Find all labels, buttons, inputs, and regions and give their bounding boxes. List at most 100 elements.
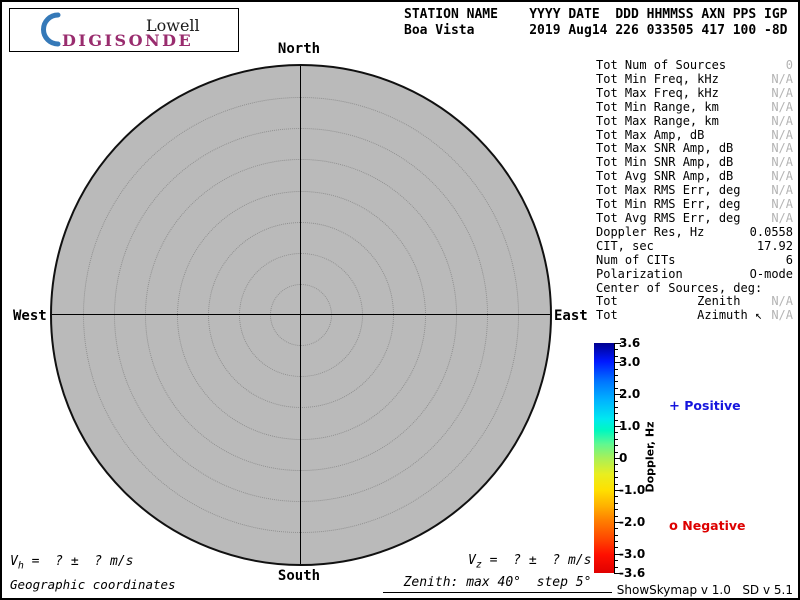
colorbar-minor-tick [614,541,618,542]
stats-value: N/A [771,308,793,323]
stats-label: Tot Max RMS Err, deg [596,183,741,198]
stats-value: 0.0558 [749,224,793,239]
colorbar-minor-tick [614,445,618,446]
stats-value: N/A [771,99,793,114]
stats-value: N/A [771,183,793,198]
colorbar-tick-label: 1.0 [619,419,641,433]
colorbar-minor-tick [614,503,618,504]
colorbar-minor-tick [614,560,618,561]
vz-value: = ? ± ? m/s [481,553,592,568]
colorbar [594,343,615,573]
colorbar-major-tick [614,343,621,344]
colorbar-minor-tick [614,535,618,536]
colorbar-major-tick [614,554,621,555]
header-values: Boa Vista 2019 Aug14 226 033505 417 100 … [404,23,788,38]
digisonde-logo: Lowell DIGISONDE [9,8,239,52]
colorbar-tick-label: -1.0 [619,483,646,497]
stats-value: N/A [771,294,793,309]
stats-row: Tot Min Freq, kHz N/A [596,71,793,87]
colorbar-tick-label: -3.6 [619,566,646,580]
logo-crescent-icon [41,12,61,47]
stats-label: Tot Avg SNR Amp, dB [596,169,734,184]
vz-subscript: z [475,559,482,571]
stats-value: 17.92 [756,238,793,253]
colorbar-major-tick [614,522,621,523]
stats-row: Center of Sources, deg: [596,280,793,296]
colorbar-tick-label: -3.0 [619,547,646,561]
stats-label: CIT, sec [596,238,654,253]
colorbar-title: Doppler, Hz [643,421,657,493]
colorbar-tick-label: -2.0 [619,515,646,529]
stats-label: Tot Min RMS Err, deg [596,197,741,212]
north-south-axis [300,66,301,564]
stats-label: Tot Avg RMS Err, deg [596,210,741,225]
zenith-ring-20deg [176,190,426,440]
label-north: North [277,41,321,57]
label-south: South [277,568,321,584]
stats-value: N/A [771,113,793,128]
colorbar-minor-tick [614,401,618,402]
stats-row: Tot Max RMS Err, deg N/A [596,183,793,198]
colorbar-minor-tick [614,388,618,389]
colorbar-minor-tick [614,375,618,376]
plus-marker-icon: + [669,399,680,414]
stats-label: Tot Max Freq, kHz [596,85,719,100]
stats-row: Tot Min Range, km N/A [596,99,793,115]
colorbar-minor-tick [614,464,618,465]
colorbar-minor-tick [614,471,618,472]
stats-label: Tot Max Amp, dB [596,127,705,142]
colorbar-tick-label: 3.0 [619,355,641,369]
stats-row: Doppler Res, Hz 0.0558 [596,224,793,240]
coordinates-label: Geographic coordinates [10,577,176,592]
version-label: ShowSkymap v 1.0 SD v 5.1 [616,583,793,597]
stats-label: Tot Max SNR Amp, dB [596,141,734,156]
colorbar-major-tick [614,362,621,363]
stats-label: Tot Max Range, km [596,113,719,128]
colorbar-minor-tick [614,547,618,548]
vh-subscript: h [17,560,24,572]
stats-row: Tot Max Range, km N/A [596,113,793,129]
label-west: West [13,308,47,324]
vh-value: = ? ± ? m/s [23,554,134,569]
stats-label: Doppler Res, Hz [596,224,705,239]
stats-label: Center of Sources, deg: [596,280,763,295]
stats-row: Tot Min RMS Err, deg N/A [596,197,793,212]
zenith-range-note: Zenith: max 40° step 5° [383,575,612,593]
stats-label: Tot Azimuth ↖ [596,308,763,323]
stats-row: Tot Max SNR Amp, dB N/A [596,142,793,156]
colorbar-minor-tick [614,484,618,485]
colorbar-minor-tick [614,369,618,370]
zenith-ring-30deg [114,128,488,502]
stats-label: Tot Num of Sources [596,58,727,72]
vz-readout: Vz = ? ± ? m/s [468,553,591,571]
colorbar-minor-tick [614,452,618,453]
colorbar-major-tick [614,458,621,459]
stats-label: Num of CITs [596,252,676,267]
colorbar-minor-tick [614,381,618,382]
stats-panel: Tot Num of Sources 0 Tot Min Freq, kHz N/A T… [596,58,793,323]
colorbar-minor-tick [614,477,618,478]
zenith-ring-10deg [238,252,364,378]
colorbar-minor-tick [614,528,618,529]
colorbar-minor-tick [614,407,618,408]
stats-value: N/A [771,197,793,212]
colorbar-minor-tick [614,509,618,510]
stats-row: Tot Num of Sources 0 [596,58,793,73]
colorbar-minor-tick [614,432,618,433]
colorbar-minor-tick [614,349,618,350]
stats-row: Tot Zenith N/A [596,295,793,309]
logo-digisonde-text: DIGISONDE [62,31,194,50]
stats-value: N/A [771,141,793,156]
stats-row: Polarization O-mode [596,267,793,282]
stats-label: Tot Min SNR Amp, dB [596,155,734,170]
legend-negative: o Negative [669,518,746,534]
label-east: East [554,308,588,324]
colorbar-minor-tick [614,439,618,440]
stats-row: Tot Min SNR Amp, dB N/A [596,155,793,170]
logo-lowell-text: Lowell [146,16,200,35]
stats-value: N/A [771,71,793,86]
stats-row: CIT, sec 17.92 [596,238,793,254]
colorbar-minor-tick [614,496,618,497]
stats-row: Tot Avg RMS Err, deg N/A [596,210,793,226]
colorbar-major-tick [614,426,621,427]
